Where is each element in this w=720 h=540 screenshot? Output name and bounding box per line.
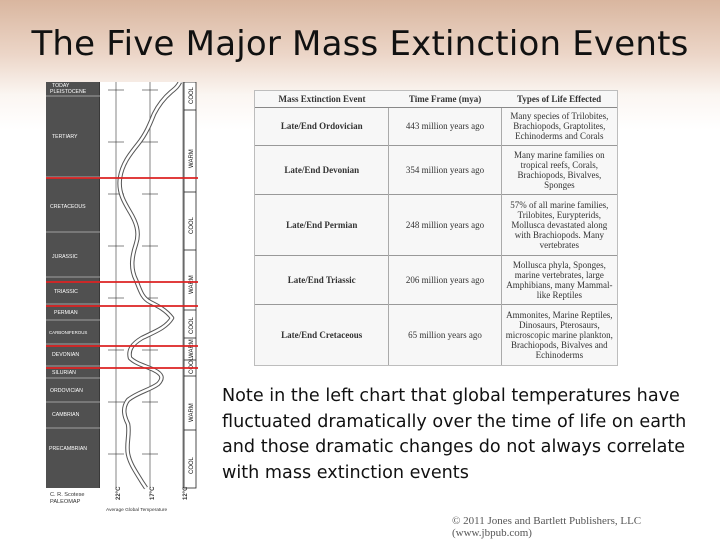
time-cell: 354 million years ago [388,144,502,195]
header-time: Time Frame (mya) [388,91,502,108]
climate-label-cool-4: COOL [189,356,195,374]
period-label-devonian: DEVONIAN [52,352,79,358]
climate-label-warm-4: WARM [189,403,195,422]
life-cell: 57% of all marine families, Trilobites, … [501,194,617,256]
period-label-carboniferous: CARBONIFEROUS [49,330,87,335]
plot-area [100,82,184,488]
temp-label-22: 22°C [116,486,122,500]
climate-label-cool-1: COOL [189,86,195,104]
time-cell: 65 million years ago [388,304,502,365]
event-cell: Late/End Devonian [255,144,390,195]
period-label-tertiary: TERTIARY [52,134,78,140]
temp-label-17: 17°C [150,486,156,500]
table-row: Late/End Ordovician 443 million years ag… [255,107,617,146]
extinction-table: Mass Extinction Event Time Frame (mya) T… [254,90,618,366]
life-cell: Ammonites, Marine Reptiles, Dinosaurs, P… [501,304,617,365]
life-cell: Many species of Trilobites, Brachiopods,… [501,107,617,146]
author-line-2: PALEOMAP [50,499,81,505]
period-label-permian: PERMIAN [54,310,78,316]
table-row: Late/End Cretaceous 65 million years ago… [255,304,617,365]
period-column [46,82,100,488]
table-row: Late/End Permian 248 million years ago 5… [255,194,617,256]
slide-note: Note in the left chart that global tempe… [222,386,687,483]
time-cell: 206 million years ago [388,254,502,305]
life-cell: Mollusca phyla, Sponges, marine vertebra… [501,254,617,305]
period-label-ordovician: ORDOVICIAN [50,388,83,394]
event-cell: Late/End Permian [255,194,390,256]
period-label-silurian: SILURIAN [52,370,76,376]
period-label-cambrian: CAMBRIAN [52,412,80,418]
table-row: Late/End Triassic 206 million years ago … [255,254,617,305]
climate-label-warm-2: WARM [189,275,195,294]
climate-label-cool-5: COOL [189,456,195,474]
period-label-triassic: TRIASSIC [54,289,78,295]
time-cell: 443 million years ago [388,107,502,146]
temp-label-12: 12°C [183,486,189,500]
period-label-precambrian: PRECAMBRIAN [49,446,87,452]
climate-label-cool-2: COOL [189,216,195,234]
time-cell: 248 million years ago [388,194,502,256]
climate-label-warm-1: WARM [189,149,195,168]
life-cell: Many marine families on tropical reefs, … [501,144,617,195]
event-cell: Late/End Cretaceous [255,304,390,365]
period-label-cretaceous: CRETACEOUS [50,204,86,210]
period-label-today: TODAY [52,83,70,89]
header-life: Types of Life Effected [501,91,617,108]
climate-label-cool-3: COOL [189,316,195,334]
header-event: Mass Extinction Event [255,91,389,108]
climate-strip [183,82,197,489]
temperature-chart: TODAY PLEISTOCENE TERTIARY CRETACEOUS JU… [46,82,198,513]
author-line-1: C. R. Scotese [50,492,85,498]
copyright-credit: © 2011 Jones and Bartlett Publishers, LL… [452,515,642,539]
climate-label-warm-3: WARM [189,339,195,358]
table-row: Late/End Devonian 354 million years ago … [255,144,617,195]
slide-title: The Five Major Mass Extinction Events [31,24,689,64]
period-label-jurassic: JURASSIC [52,254,78,260]
period-label-pleistocene: PLEISTOCENE [50,89,87,95]
chart-axis-label: Average Global Temperature [106,507,167,513]
event-cell: Late/End Triassic [255,254,390,305]
event-cell: Late/End Ordovician [255,107,390,146]
